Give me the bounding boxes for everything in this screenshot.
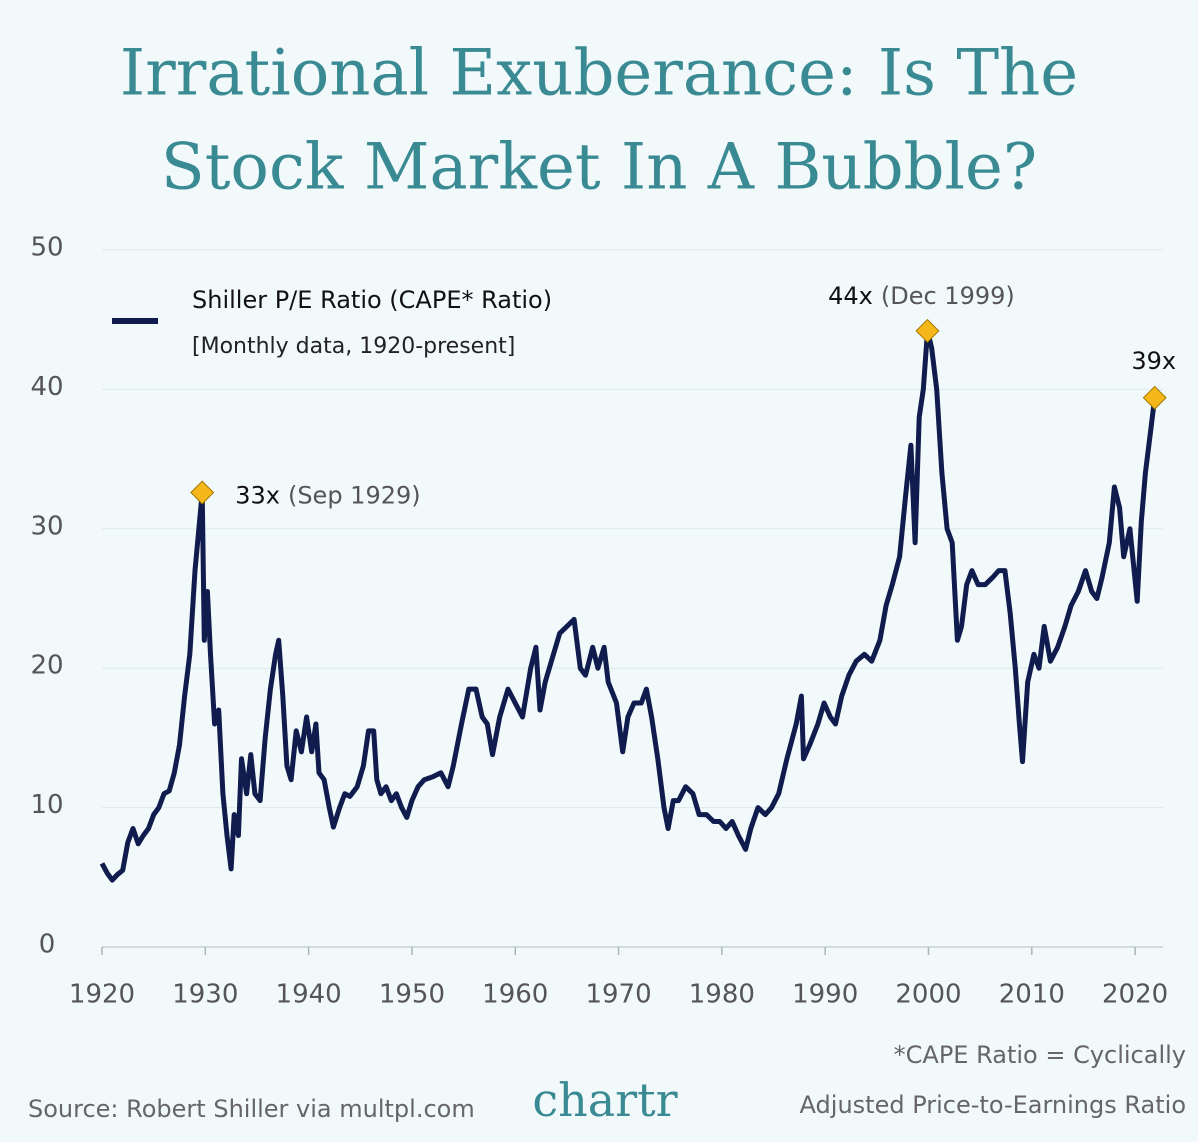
x-tick-label: 2010 — [999, 980, 1065, 1010]
x-tick-label: 1940 — [276, 980, 342, 1010]
x-tick-label: 1970 — [585, 980, 651, 1010]
legend-note: [Monthly data, 1920-present] — [192, 334, 515, 359]
x-tick-label: 1950 — [379, 980, 445, 1010]
annotation-detail: (Sep 1929) — [288, 482, 421, 510]
annotation-detail: (Dec 1999) — [881, 282, 1015, 310]
y-tick-label: 10 — [30, 790, 63, 820]
x-tick-label: 1980 — [689, 980, 755, 1010]
chart-title: Irrational Exuberance: Is The — [120, 37, 1078, 111]
chart-title: Stock Market In A Bubble? — [161, 131, 1037, 205]
x-tick-label: 2020 — [1102, 980, 1168, 1010]
x-tick-label: 1930 — [172, 980, 238, 1010]
footnote: *CAPE Ratio = Cyclically — [894, 1041, 1186, 1069]
x-tick-label: 2000 — [895, 980, 961, 1010]
x-tick-label: 1920 — [69, 980, 135, 1010]
brand: chartr — [532, 1073, 677, 1127]
line — [99, 328, 1158, 883]
source: Source: Robert Shiller via multpl.com — [28, 1095, 475, 1123]
annotation-label: 39x — [1131, 347, 1176, 375]
peak-marker — [1142, 385, 1167, 410]
y-tick-label: 50 — [30, 233, 63, 263]
y-tick-label: 40 — [30, 372, 63, 402]
x-tick-label: 1960 — [482, 980, 548, 1010]
y-tick-label: 0 — [39, 930, 56, 960]
x-tick-label: 1990 — [792, 980, 858, 1010]
footnote: Adjusted Price-to-Earnings Ratio — [800, 1091, 1186, 1119]
y-tick-label: 30 — [30, 511, 63, 541]
annotation-label: 44x — [828, 282, 873, 310]
legend-label: Shiller P/E Ratio (CAPE* Ratio) — [192, 286, 552, 314]
annotation-label: 33x — [235, 482, 280, 510]
y-tick-label: 20 — [30, 651, 63, 681]
peak-marker — [915, 318, 940, 343]
peak-marker — [190, 480, 215, 505]
